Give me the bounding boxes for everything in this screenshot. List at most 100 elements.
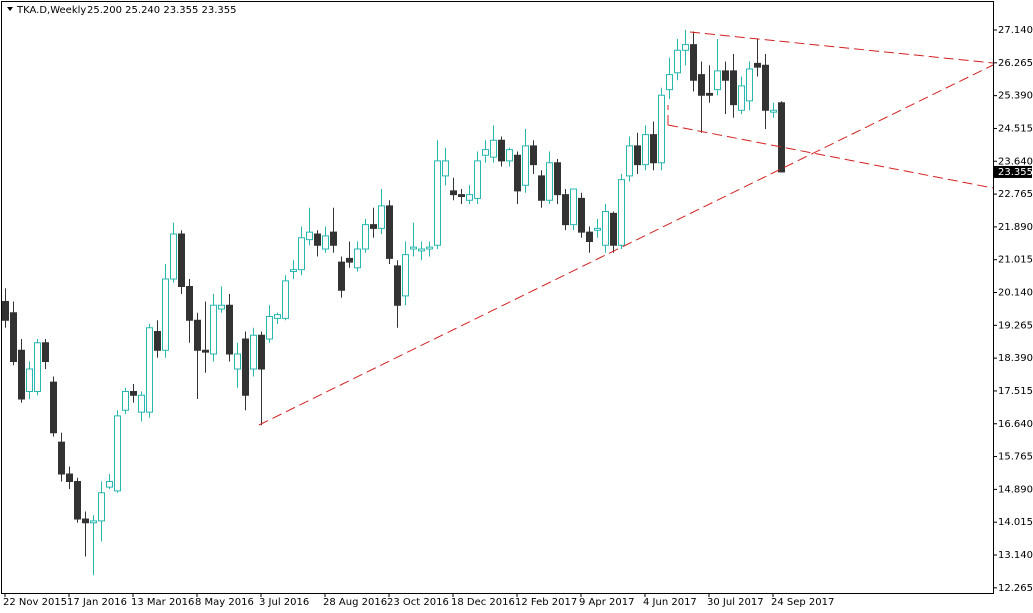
candle-body [490,139,497,158]
candle-body [266,316,273,340]
y-tick-label: 19.265 [998,320,1033,331]
candle-body [722,70,729,81]
y-tick-label: 12.265 [998,583,1033,594]
candle-body [618,179,625,246]
candle-body [106,481,113,488]
candle-body [138,394,145,413]
x-tick-label: 8 May 2016 [195,597,254,608]
candle-body [458,194,465,198]
candle-body [738,85,745,111]
candle-body [506,149,513,162]
candle-body [610,212,617,246]
y-tick-label: 15.765 [998,452,1033,463]
candle-body [594,227,601,231]
candle-body [26,368,33,393]
x-tick-label: 9 Apr 2017 [579,597,634,608]
y-tick-label: 27.140 [998,25,1033,36]
candle-body [714,70,721,91]
x-tick-label: 12 Feb 2017 [515,597,577,608]
y-tick-label: 16.640 [998,419,1033,430]
y-tick-label: 22.765 [998,189,1033,200]
candle-body [282,280,289,319]
candle-body [114,415,121,492]
candle-body [250,334,257,370]
y-tick-label: 20.140 [998,288,1033,299]
candle-body [770,109,777,113]
x-tick-label: 13 Mar 2016 [131,597,194,608]
candle-body [58,441,65,475]
candle-body [634,145,641,166]
candle-body [338,261,345,291]
candle-body [514,154,521,192]
y-tick-label: 14.890 [998,484,1033,495]
y-tick-label: 23.640 [998,156,1033,167]
candle-body [466,194,473,201]
candle-body [226,304,233,355]
x-tick-label: 3 Jul 2016 [259,597,309,608]
last-price-box [994,165,1032,178]
candle-body [170,233,177,280]
candle-body [18,349,25,400]
candle-body [298,237,305,271]
candle-body [42,342,49,363]
menu-arrow [7,7,13,11]
trend-line [667,124,994,189]
candle-body [402,254,409,297]
candle-body [674,49,681,74]
candle-body [330,231,337,246]
candle-body [698,74,705,96]
candle-body [538,175,545,201]
candle-body [546,162,553,201]
candle-body [50,381,57,434]
y-tick-label: 13.140 [998,550,1033,561]
candles [2,30,785,576]
candle-body [98,492,105,522]
trend-line [258,64,994,426]
candle-body [202,349,209,353]
candle-body [234,353,241,370]
chart-title: TKA.D,Weekly [16,5,86,16]
candle-body [194,319,201,351]
candle-body [474,160,481,199]
candle-body [690,44,697,81]
y-tick-label: 21.015 [998,255,1033,266]
trend-line [689,31,994,64]
candle-body [554,162,561,196]
candle-body [522,145,529,186]
candle-body [74,481,81,520]
candle-body [154,331,161,351]
y-tick-label: 24.515 [998,123,1033,134]
candle-body [314,233,321,246]
y-tick-label: 26.265 [998,58,1033,69]
candle-body [274,314,281,319]
candle-body [394,265,401,306]
candle-body [746,68,753,102]
candle-body [306,231,313,241]
candle-body [426,246,433,250]
candle-body [178,233,185,288]
candle-body [378,205,385,229]
candle-body [10,312,17,363]
x-tick-label: 28 Aug 2016 [323,597,387,608]
candle-body [570,188,577,226]
y-tick-label: 25.390 [998,91,1033,102]
x-tick-label: 18 Dec 2016 [451,597,515,608]
candle-body [122,391,129,411]
candle-body [162,278,169,351]
candle-body [258,334,265,370]
candle-body [482,149,489,156]
candle-body [210,304,217,355]
candle-body [650,134,657,164]
candle-body [562,194,569,226]
candle-body [434,160,441,246]
candle-body [642,134,649,166]
plot-frame [1,1,994,594]
x-tick-label: 23 Oct 2016 [387,597,449,608]
candle-body [2,301,9,321]
candle-body [450,190,457,196]
candle-body [346,257,353,263]
candle-body [530,145,537,166]
candle-body [146,327,153,413]
last-price-label: 23.355 [998,167,1033,178]
candle-body [218,304,225,310]
